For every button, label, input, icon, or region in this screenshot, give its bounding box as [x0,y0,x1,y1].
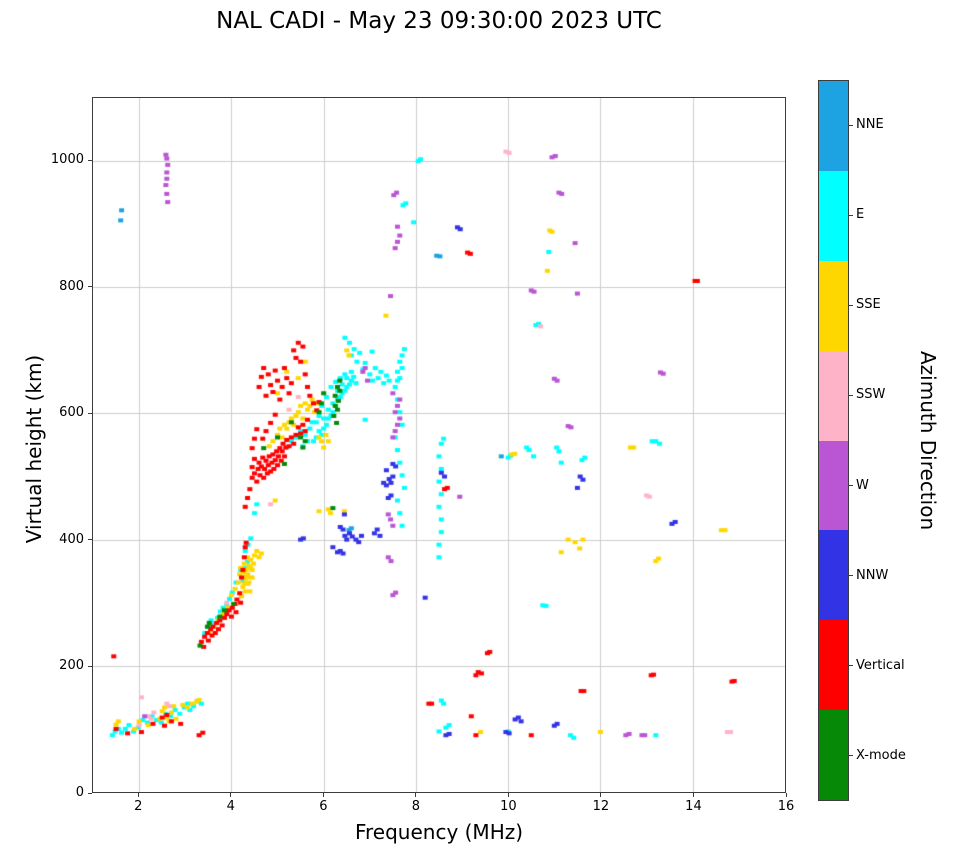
x-tick-label: 14 [685,799,702,814]
x-tick [137,793,139,797]
y-tick [88,159,92,161]
x-tick [600,793,602,797]
y-axis-label: Virtual height (km) [22,354,46,544]
colorbar-label-ssw: SSW [856,387,886,403]
colorbar-tick [849,665,853,667]
x-tick-label: 2 [134,799,143,814]
x-tick [507,793,509,797]
chart-title: NAL CADI - May 23 09:30:00 2023 UTC [216,8,662,34]
x-tick-label: 16 [777,799,795,814]
scatter-canvas [93,98,785,792]
x-tick-label: 12 [592,799,610,814]
colorbar-tick [849,394,853,396]
x-axis-label: Frequency (MHz) [354,820,524,844]
colorbar-label-w: W [856,477,869,493]
x-tick [322,793,324,797]
colorbar-label-nne: NNE [856,117,884,133]
colorbar-segment-w [819,440,848,531]
x-tick-label: 8 [411,799,420,814]
colorbar-tick [849,755,853,757]
colorbar-label-nnw: NNW [856,567,889,583]
x-tick-label: 10 [500,799,517,814]
x-tick [415,793,417,797]
colorbar-segment-nnw [819,530,848,621]
y-tick-label: 0 [75,785,84,800]
y-tick-label: 1000 [50,152,84,168]
x-tick-label: 6 [319,799,328,814]
x-tick [230,793,232,797]
y-tick [88,539,92,541]
colorbar-label-sse: SSE [856,297,881,313]
colorbar-tick [849,124,853,126]
colorbar-tick [849,304,853,306]
colorbar-segment-sse [819,260,848,351]
plot-area [92,97,786,793]
colorbar-segment-vertical [819,620,848,711]
y-tick [88,286,92,288]
y-tick [88,665,92,667]
colorbar-label-vertical: Vertical [856,657,905,673]
colorbar-segment-ssw [819,350,848,441]
y-tick [88,792,92,794]
colorbar-tick [849,485,853,487]
colorbar-label-x-mode: X-mode [856,747,906,763]
colorbar-tick [849,214,853,216]
colorbar-title: Azimuth Direction [916,350,940,531]
y-tick-label: 400 [59,531,84,547]
y-tick-label: 800 [59,278,84,294]
x-tick [785,793,787,797]
colorbar-segment-nne [819,81,848,171]
x-tick [692,793,694,797]
colorbar-segment-e [819,170,848,261]
colorbar-tick [849,575,853,577]
colorbar [818,80,849,801]
y-tick [88,412,92,414]
y-tick-label: 200 [59,658,84,674]
colorbar-label-e: E [856,207,865,223]
colorbar-segment-x-mode [819,710,848,800]
x-tick-label: 4 [226,799,235,814]
y-tick-label: 600 [59,405,84,421]
